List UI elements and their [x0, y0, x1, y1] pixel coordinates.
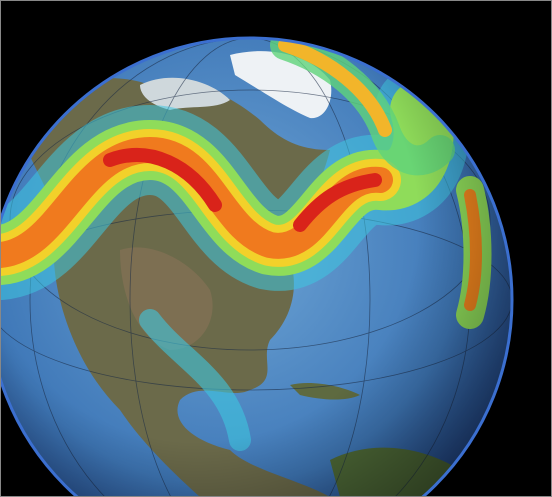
globe — [0, 38, 512, 497]
globe-shading — [0, 38, 512, 497]
atmosphere-rim — [0, 36, 514, 497]
